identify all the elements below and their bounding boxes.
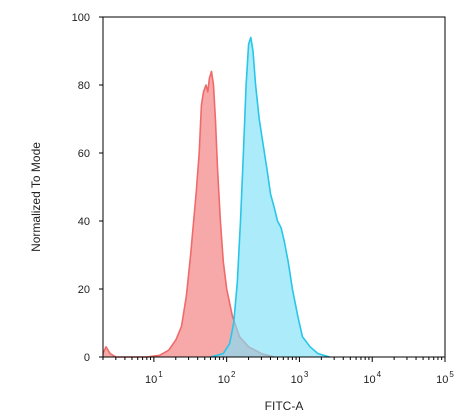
- series-2-line: [210, 36, 330, 358]
- y-tick-label: 20: [78, 284, 90, 296]
- plot-frame: [102, 16, 446, 358]
- y-tick-label: 40: [78, 216, 90, 228]
- x-tick-label: 103: [291, 370, 309, 386]
- y-axis-label: Normalized To Mode: [29, 142, 43, 252]
- x-tick-label: 105: [436, 370, 454, 386]
- x-tick-label: 104: [363, 370, 381, 386]
- x-tick-label: 101: [145, 370, 163, 386]
- x-axis-label: FITC-A: [265, 399, 304, 413]
- series-1-line: [102, 70, 275, 358]
- y-tick-label: 60: [78, 148, 90, 160]
- series-2-area: [210, 37, 330, 358]
- plot-area: [102, 16, 446, 358]
- series-1-area: [103, 71, 275, 358]
- axis-ticks: 0 20 40 60 80 100 101 102 103 104 105: [72, 12, 455, 386]
- y-tick-label: 80: [78, 80, 90, 92]
- y-tick-label: 0: [84, 352, 90, 364]
- x-tick-label: 102: [218, 370, 236, 386]
- y-tick-label: 100: [72, 12, 90, 24]
